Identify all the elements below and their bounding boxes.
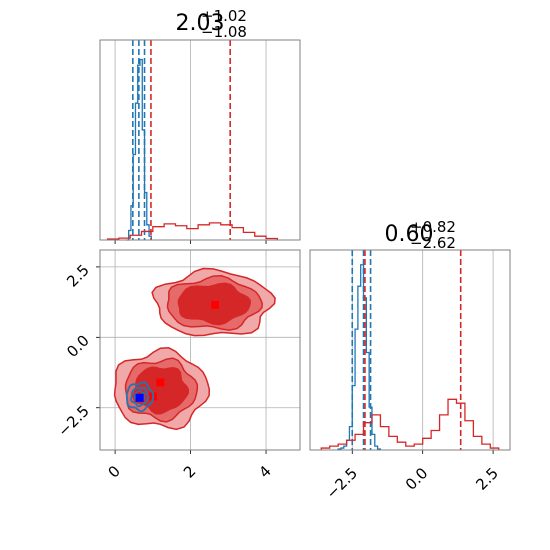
contour-marker-red [211, 300, 220, 309]
histogram-panel-x: 2.03 +1.02 −1.08 [99, 7, 301, 244]
contour-x-tick-label: 2 [180, 462, 199, 481]
hist-y-tick-label: 0.0 [402, 464, 432, 494]
contour-y-tick-label: 0.0 [63, 331, 93, 361]
contour-y-tick-label: 2.5 [63, 261, 93, 291]
contour-marker-red [156, 378, 165, 387]
hist-x-series-blue [126, 58, 152, 241]
hist-y-series-red [320, 398, 500, 450]
contour-x-tick-label: 4 [255, 462, 274, 481]
hist-x-series-red [106, 222, 279, 240]
hist-x-title-upper: +1.02 [201, 7, 247, 25]
hist-x-title: 2.03 [176, 11, 225, 36]
hist-x-title-value: 2.03 [176, 11, 225, 36]
hist-y-title: 0.60 [385, 222, 434, 247]
hist-y-title-upper: +0.82 [410, 218, 456, 236]
hist-y-series-blue [337, 264, 382, 450]
contour-panel: 0 2 4 2.5 0.0 −2.5 [54, 249, 301, 482]
hist-y-tick-label: −2.5 [323, 464, 361, 502]
histogram-panel-y: 0.60 +0.82 −2.62 −2.5 0.0 2.5 [309, 218, 511, 503]
contour-frame [99, 249, 301, 451]
hist-y-frame [309, 249, 511, 451]
hist-y-title-value: 0.60 [385, 222, 434, 247]
hist-y-title-lower: −2.62 [410, 234, 456, 252]
contour-y-tick-label: −2.5 [54, 402, 92, 440]
contour-level-blue [125, 381, 155, 413]
contour-level-blue [130, 386, 150, 408]
hist-x-title-lower: −1.08 [201, 23, 247, 41]
contour-marker-blue [135, 393, 144, 402]
hist-x-frame [99, 39, 301, 241]
contour-x-tick-label: 0 [104, 462, 123, 481]
hist-y-tick-label: 2.5 [472, 464, 502, 494]
contour-plot-area [113, 267, 276, 431]
